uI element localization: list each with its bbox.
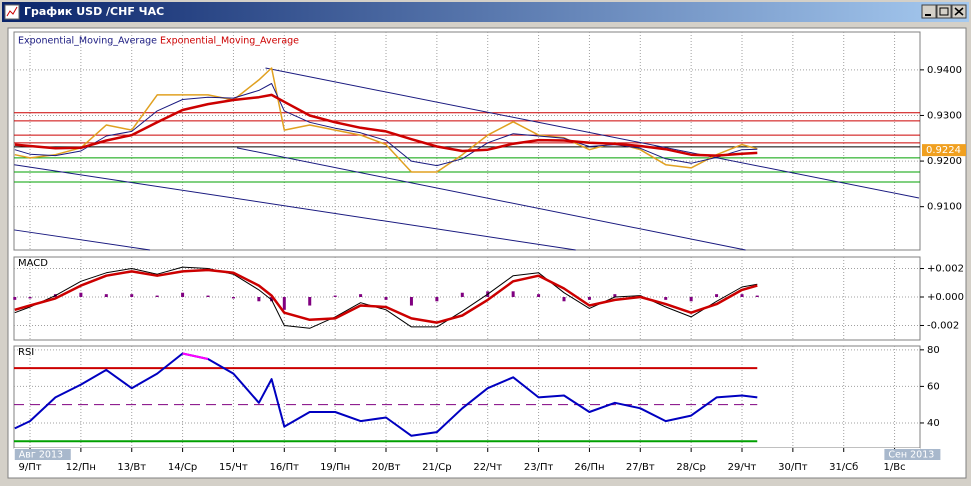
x-tick-label: 31/Сб [829,462,858,473]
y-tick-label: -0.002 [927,320,959,331]
x-tick-label: 9/Пт [18,462,41,473]
histogram-bar [715,294,719,298]
histogram-bar [664,297,668,300]
x-tick-label: 21/Ср [422,462,451,473]
panel [13,256,921,341]
x-tick-label: 20/Вт [372,462,401,473]
histogram-bar [333,295,337,298]
legend-entry: Exponential_Moving_Average [160,36,299,47]
legend-entry: Exponential_Moving_Average [18,36,157,47]
histogram-bar [359,294,363,298]
histogram-bar [206,295,210,298]
histogram-bar [257,297,261,302]
histogram-bar [409,297,413,306]
histogram-bar [28,297,32,299]
histogram-bar [282,297,286,310]
period-label: Авг 2013 [19,450,63,461]
x-tick-label: 26/Пн [574,462,604,473]
price-line [14,67,758,173]
histogram-bar [270,297,274,302]
histogram-bar [562,297,566,302]
x-tick-label: 23/Пт [524,462,554,473]
histogram-bar [689,297,693,302]
title-bar [2,2,969,22]
x-tick-label: 28/Ср [676,462,705,473]
window-title: График USD /CHF ЧАС [24,5,164,18]
current-price-box [922,144,966,157]
panel [13,345,921,449]
close-icon [954,7,964,16]
x-tick-label: 27/Вт [626,462,655,473]
y-tick-label: +0.000 [927,292,964,303]
y-tick-label: 0.9200 [927,156,962,167]
y-tick-label: 60 [927,381,940,392]
trend-line [236,147,746,251]
x-tick-label: 1/Вс [884,462,906,473]
histogram-bar [181,292,185,298]
x-tick-label: 30/Пт [778,462,808,473]
histogram-bar [587,297,591,300]
y-tick-label: +0.002 [927,264,964,275]
panel-title: MACD [18,258,48,269]
x-tick-label: 14/Ср [168,462,197,473]
window-icon [4,4,20,20]
histogram-bar [755,295,759,298]
histogram-bar [130,294,134,298]
y-tick-label: 0.9400 [927,65,962,76]
histogram-bar [384,297,388,300]
histogram-bar [308,297,312,306]
histogram-bar [104,294,108,298]
time-axis [14,448,920,474]
histogram-bar [511,291,515,298]
y-tick-label: 80 [927,345,940,356]
period-label: Сен 2013 [888,450,934,461]
x-tick-label: 29/Чт [728,462,757,473]
series-line [14,93,758,157]
trend-line [14,164,576,251]
period-label-box [14,449,71,460]
period-label-box [884,449,941,460]
trend-line [14,229,151,251]
y-tick-label: 0.9300 [927,110,962,121]
overbought-line [182,352,209,360]
panel [13,31,921,251]
series-line [14,352,758,437]
maximize-button[interactable] [936,4,952,19]
histogram-bar [460,292,464,298]
series-line [14,268,758,324]
minimize-button[interactable] [921,4,937,19]
series-line [14,83,758,167]
histogram-bar [155,295,159,298]
histogram-bar [435,297,439,302]
trend-line [265,67,920,199]
y-tick-label: 0.9100 [927,202,962,213]
y-tick-label: 40 [927,418,940,429]
maximize-icon [939,7,949,16]
x-tick-label: 19/Пн [320,462,350,473]
histogram-bar [613,294,617,298]
window-buttons [921,4,967,19]
panel-title: RSI [18,347,34,358]
histogram-bar [79,292,83,298]
x-tick-label: 16/Пт [270,462,300,473]
x-tick-label: 13/Вт [117,462,146,473]
current-price-label: 0.9224 [926,145,961,156]
histogram-bar [740,294,744,298]
x-tick-label: 12/Пн [66,462,96,473]
histogram-bar [13,297,17,300]
x-tick-label: 15/Чт [219,462,248,473]
x-tick-label: 22/Чт [473,462,502,473]
window-icon-graph [6,6,18,17]
histogram-bar [537,294,541,298]
histogram-bar [231,297,235,299]
